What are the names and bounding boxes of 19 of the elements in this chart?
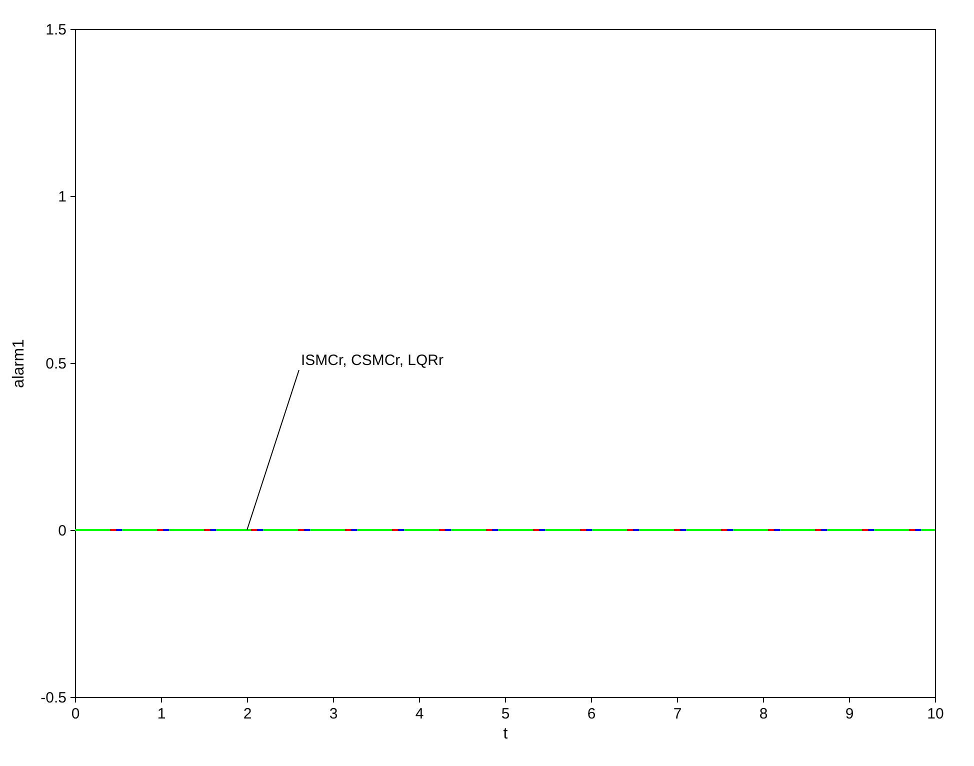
y-tick-label: 1	[58, 188, 66, 206]
x-tick-label: 9	[845, 706, 854, 722]
annotation: ISMCr, CSMCr, LQRr	[301, 352, 444, 369]
y-tick-label: -0.5	[40, 690, 66, 706]
x-tick-label: 3	[329, 706, 338, 722]
x-tick-label: 7	[673, 706, 682, 722]
x-tick-label: 6	[587, 706, 596, 722]
x-tick-label: 4	[415, 706, 424, 722]
x-tick-label: 8	[759, 706, 768, 722]
y-tick-label: 1.5	[46, 22, 66, 38]
x-tick-label: 1	[157, 706, 166, 722]
x-tick-label: 0	[71, 706, 80, 722]
y-axis-title: alarm1	[10, 338, 28, 388]
x-tick-label: 2	[243, 706, 252, 722]
y-tick-label: 0	[58, 522, 66, 540]
y-tick-label: 0.5	[46, 356, 66, 372]
x-tick-label: 5	[501, 706, 510, 722]
x-axis-title: t	[503, 726, 508, 742]
x-tick-label: 10	[927, 706, 944, 722]
